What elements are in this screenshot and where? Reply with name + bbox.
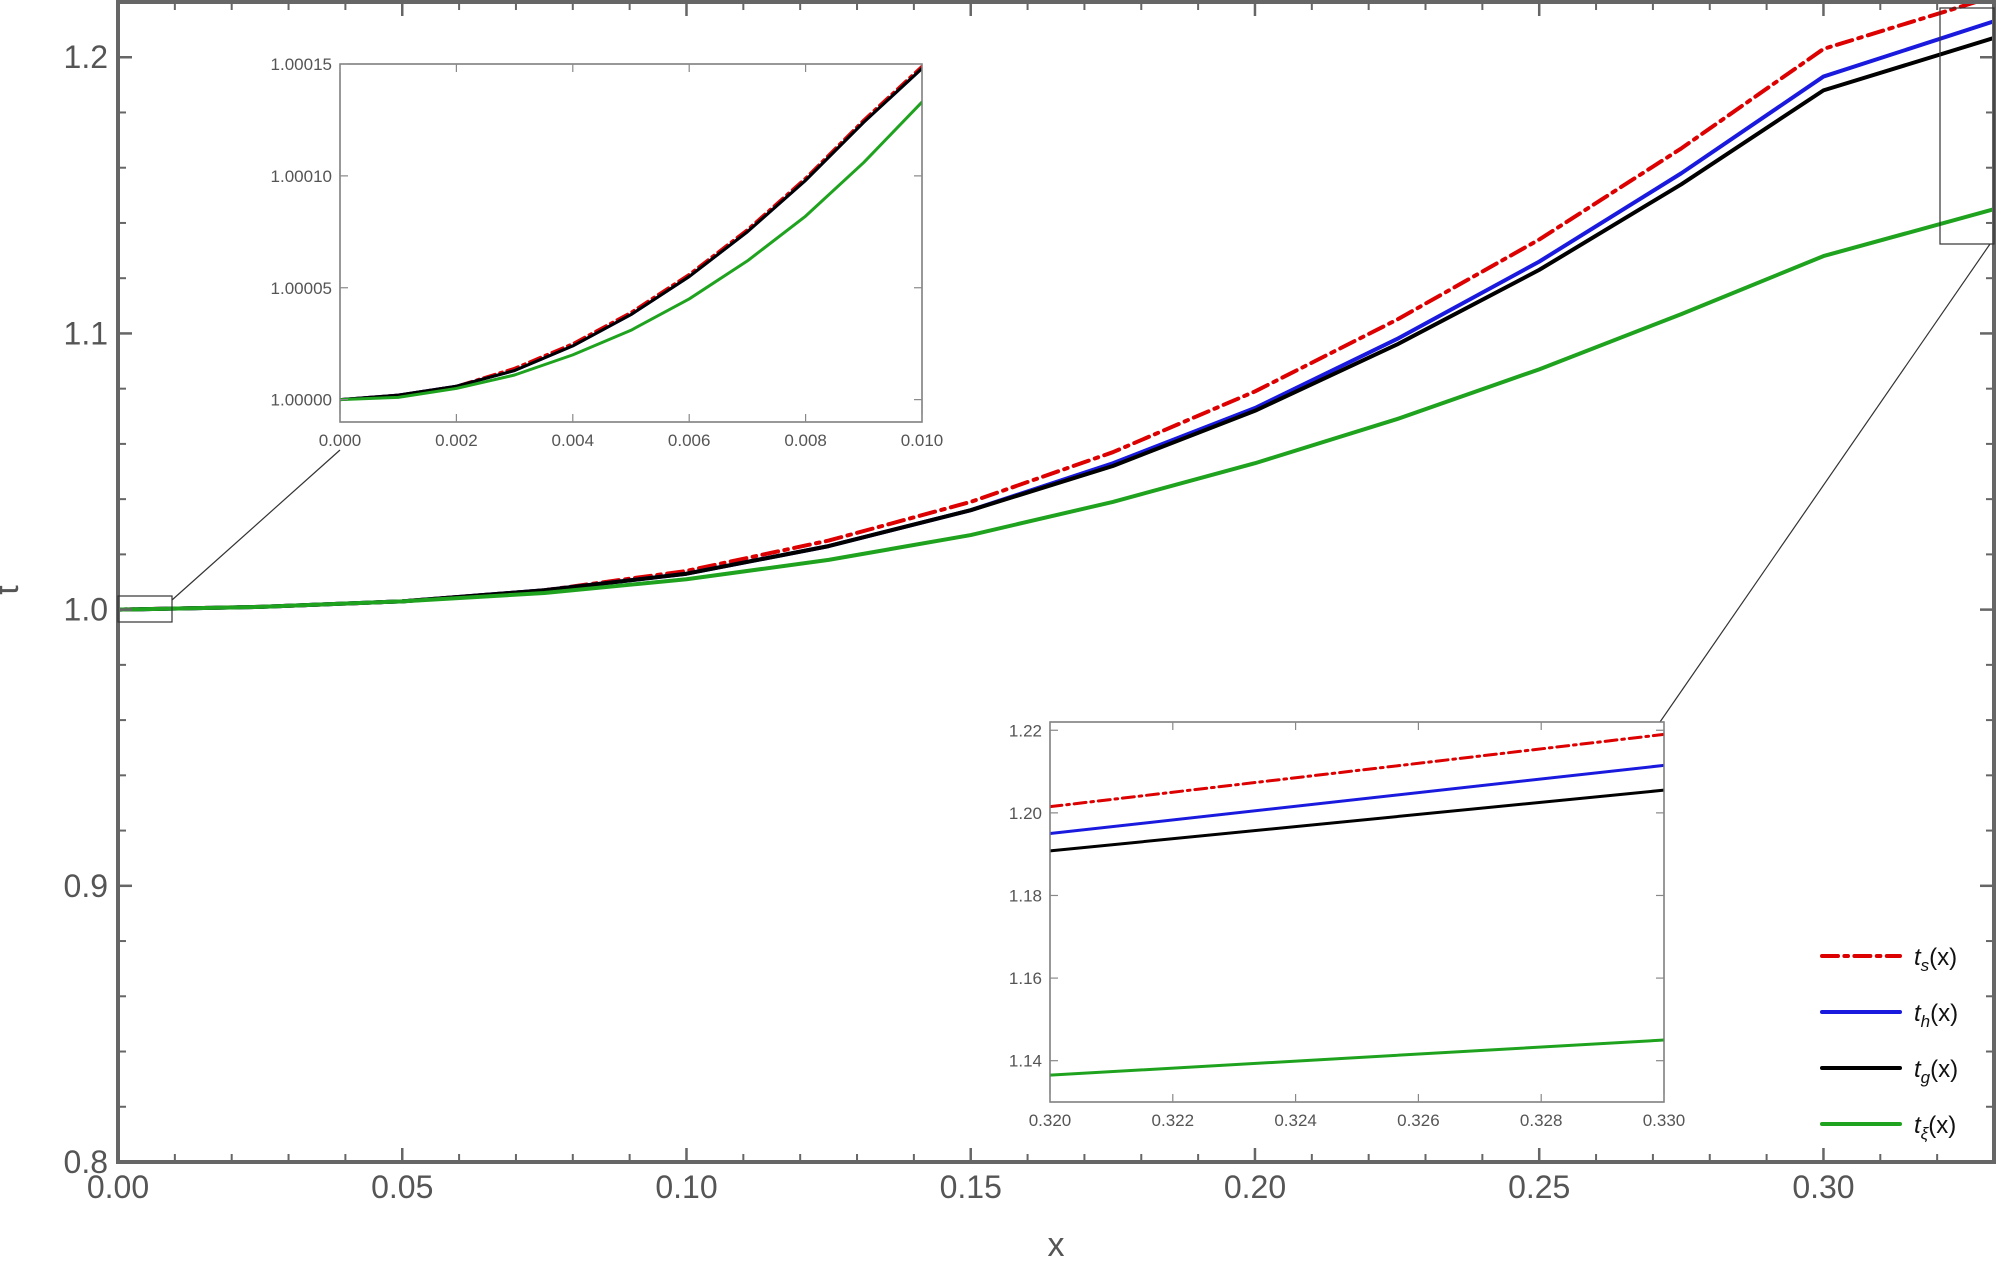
inset-low-lines bbox=[340, 64, 922, 402]
main-ticks bbox=[116, 1, 1994, 1164]
y-axis-label: t bbox=[0, 585, 26, 595]
inset-low-y-tick-label-0: 1.00000 bbox=[271, 391, 332, 410]
legend-label-0: ts(x) bbox=[1914, 944, 1957, 975]
inset-high-y-tick-label-1: 1.16 bbox=[1009, 969, 1042, 988]
main-x-tick-label-4: 0.20 bbox=[1224, 1169, 1286, 1205]
inset-high-x-tick-label-1: 0.322 bbox=[1152, 1111, 1195, 1130]
legend-label-2: tg(x) bbox=[1914, 1056, 1958, 1087]
inset-low-y-tick-label-2: 1.00010 bbox=[271, 167, 332, 186]
legend: ts(x)th(x)tg(x)tξ(x) bbox=[1820, 944, 1958, 1143]
inset-low-series-t-x bbox=[340, 100, 922, 402]
zoom-connector-high bbox=[1659, 243, 1991, 723]
inset-high-x-tick-label-0: 0.320 bbox=[1029, 1111, 1072, 1130]
main-y-tick-label-1: 0.9 bbox=[64, 868, 108, 904]
inset-low-series-t-g-x bbox=[340, 66, 922, 402]
inset-low-y-tick-labels: 1.00000 1.00005 1.00010 1.00015 bbox=[271, 55, 332, 410]
inset-low-x-tick-label-2: 0.004 bbox=[552, 431, 595, 450]
inset-low-x-tick-label-0: 0.000 bbox=[319, 431, 362, 450]
zoom-connector-low bbox=[171, 449, 341, 601]
inset-high-series-t-g-x bbox=[1050, 788, 1664, 853]
main-x-tick-label-6: 0.30 bbox=[1792, 1169, 1854, 1205]
inset-high-x-tick-label-4: 0.328 bbox=[1520, 1111, 1563, 1130]
main-y-tick-label-3: 1.1 bbox=[64, 315, 108, 351]
main-y-tick-labels: 0.8 0.9 1.0 1.1 1.2 bbox=[64, 39, 108, 1180]
inset-high-background bbox=[1050, 722, 1664, 1102]
legend-label-1: th(x) bbox=[1914, 1000, 1958, 1031]
inset-low-x-tick-label-3: 0.006 bbox=[668, 431, 711, 450]
inset-high-series-t-h-x bbox=[1050, 763, 1664, 836]
inset-low-x-tick-label-5: 0.010 bbox=[901, 431, 944, 450]
inset-high-lines bbox=[1050, 732, 1664, 1077]
main-lines bbox=[118, 2, 1994, 612]
inset-high-x-tick-label-5: 0.330 bbox=[1643, 1111, 1686, 1130]
legend-label-3: tξ(x) bbox=[1914, 1112, 1956, 1143]
inset-high-y-tick-labels: 1.14 1.16 1.18 1.20 1.22 bbox=[1009, 721, 1042, 1070]
legend-label-sub-0: s bbox=[1921, 956, 1930, 975]
inset-low-y-tick-label-3: 1.00015 bbox=[271, 55, 332, 74]
legend-label-sub-1: h bbox=[1921, 1012, 1930, 1031]
inset-low-series-group bbox=[340, 64, 922, 402]
inset-high-y-tick-label-3: 1.20 bbox=[1009, 804, 1042, 823]
legend-label-suffix-2: (x) bbox=[1930, 1056, 1958, 1083]
legend-label-base-3: t bbox=[1914, 1112, 1922, 1139]
inset-high-y-tick-label-2: 1.18 bbox=[1009, 886, 1042, 905]
main-x-tick-label-3: 0.15 bbox=[940, 1169, 1002, 1205]
legend-label-suffix-0: (x) bbox=[1929, 944, 1957, 971]
inset-high-x-tick-label-2: 0.324 bbox=[1274, 1111, 1317, 1130]
legend-label-base-0: t bbox=[1914, 944, 1922, 971]
inset-high-frame bbox=[1049, 721, 1665, 1103]
legend-label-base-1: t bbox=[1914, 1000, 1922, 1027]
main-x-tick-label-0: 0.00 bbox=[87, 1169, 149, 1205]
inset-high-series-t-s-x bbox=[1050, 732, 1664, 809]
main-y-tick-label-2: 1.0 bbox=[64, 592, 108, 628]
zoom-box-high bbox=[1939, 7, 1995, 245]
inset-high-ticks bbox=[1049, 722, 1665, 1102]
inset-low-background bbox=[340, 64, 922, 422]
main-x-tick-label-1: 0.05 bbox=[371, 1169, 433, 1205]
inset-low-ticks bbox=[339, 63, 923, 422]
main-y-tick-label-4: 1.2 bbox=[64, 39, 108, 75]
legend-label-sub-3: ξ bbox=[1921, 1124, 1930, 1143]
main-x-tick-label-2: 0.10 bbox=[655, 1169, 717, 1205]
inset-low-y-tick-label-1: 1.00005 bbox=[271, 279, 332, 298]
inset-low-frame bbox=[339, 63, 923, 423]
inset-high-x-tick-labels: 0.320 0.322 0.324 0.326 0.328 0.330 bbox=[1029, 1111, 1686, 1130]
main-y-tick-label-0: 0.8 bbox=[64, 1144, 108, 1180]
main-series-group bbox=[118, 2, 1994, 612]
main-x-tick-labels: 0.00 0.05 0.10 0.15 0.20 0.25 0.30 bbox=[87, 1169, 1855, 1205]
inset-low-x-tick-labels: 0.000 0.002 0.004 0.006 0.008 0.010 bbox=[319, 431, 944, 450]
inset-high-x-tick-label-3: 0.326 bbox=[1397, 1111, 1440, 1130]
legend-label-base-2: t bbox=[1914, 1056, 1922, 1083]
inset-high-y-tick-label-0: 1.14 bbox=[1009, 1052, 1042, 1071]
zoom-indicators bbox=[117, 7, 1995, 723]
inset-low-x-tick-label-1: 0.002 bbox=[435, 431, 478, 450]
main-x-tick-label-5: 0.25 bbox=[1508, 1169, 1570, 1205]
x-axis-label: x bbox=[1048, 1226, 1065, 1264]
inset-high: 0.320 0.322 0.324 0.326 0.328 0.330 1.141.161… bbox=[1009, 721, 1685, 1130]
main-series-t-x bbox=[118, 207, 1994, 612]
zoom-box-low bbox=[117, 595, 173, 623]
legend-label-suffix-1: (x) bbox=[1930, 1000, 1958, 1027]
legend-label-suffix-3: (x) bbox=[1928, 1112, 1956, 1139]
inset-high-y-tick-label-4: 1.22 bbox=[1009, 721, 1042, 740]
inset-high-series-group bbox=[1050, 732, 1664, 1077]
inset-high-series-t-x bbox=[1050, 1038, 1664, 1077]
inset-low: 0.000 0.002 0.004 0.006 0.008 0.010 1.000001.… bbox=[271, 55, 944, 450]
legend-label-sub-2: g bbox=[1921, 1068, 1931, 1087]
main-plot-frame bbox=[116, 0, 1996, 1164]
inset-low-x-tick-label-4: 0.008 bbox=[784, 431, 827, 450]
